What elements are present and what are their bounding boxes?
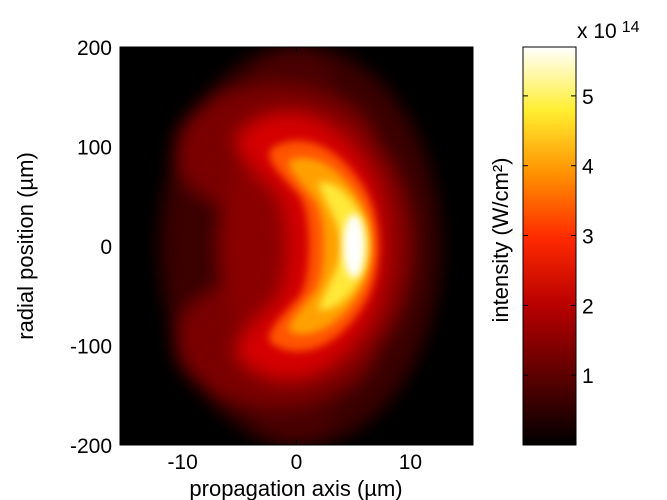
intensity-peak [343, 214, 365, 278]
x-tick-label: -10 [167, 451, 197, 474]
y-axis-ticks: -200 -100 0 100 200 [70, 37, 473, 458]
y-tick-label: -200 [70, 435, 112, 458]
colorbar-label: intensity (W/cm²) [488, 158, 513, 323]
x-axis-label: propagation axis (µm) [189, 476, 402, 500]
colorbar [522, 46, 577, 446]
colorbar-tick-label: 1 [582, 365, 594, 388]
colorbar-tick-label: 3 [582, 226, 594, 249]
y-tick-label: 100 [77, 137, 112, 160]
colorbar-tick-label: 4 [582, 156, 594, 179]
crescent-yellow [318, 181, 368, 311]
x-tick-label: 0 [291, 451, 303, 474]
colorbar-multiplier-base: x 10 [577, 20, 617, 43]
colorbar-tick-label: 2 [582, 295, 594, 318]
colorbar-tick-label: 5 [582, 86, 594, 109]
colorbar-multiplier: x 10 14 [577, 19, 640, 43]
x-tick-label: 10 [399, 451, 422, 474]
y-tick-label: 200 [77, 37, 112, 60]
y-tick-label: 0 [100, 236, 112, 259]
y-axis-label: radial position (µm) [13, 152, 38, 340]
x-axis-ticks: -10 0 10 [167, 47, 422, 474]
colorbar-exponent: 14 [622, 19, 640, 36]
colorbar-ticks: 1 2 3 4 5 [523, 86, 594, 388]
heatmap-plot-area [120, 47, 473, 445]
y-tick-label: -100 [70, 336, 112, 359]
